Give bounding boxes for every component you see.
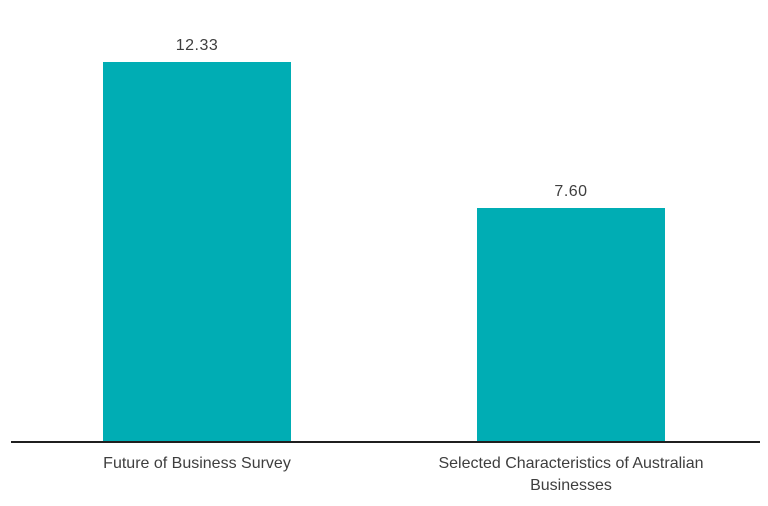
plot-area: 12.33 7.60	[103, 37, 665, 442]
x-axis-category-label: Future of Business Survey	[103, 455, 291, 472]
bar-selected-characteristics	[477, 208, 665, 442]
bar-group-future-of-business-survey: 12.33	[103, 37, 291, 442]
bar-group-selected-characteristics: 7.60	[477, 183, 665, 442]
bar-value-label: 7.60	[554, 183, 588, 200]
x-axis-category-label: Selected Characteristics of Australian B…	[438, 455, 704, 494]
bar-future-of-business-survey	[103, 62, 291, 442]
x-axis-line	[11, 441, 760, 443]
bar-value-label: 12.33	[175, 37, 219, 54]
